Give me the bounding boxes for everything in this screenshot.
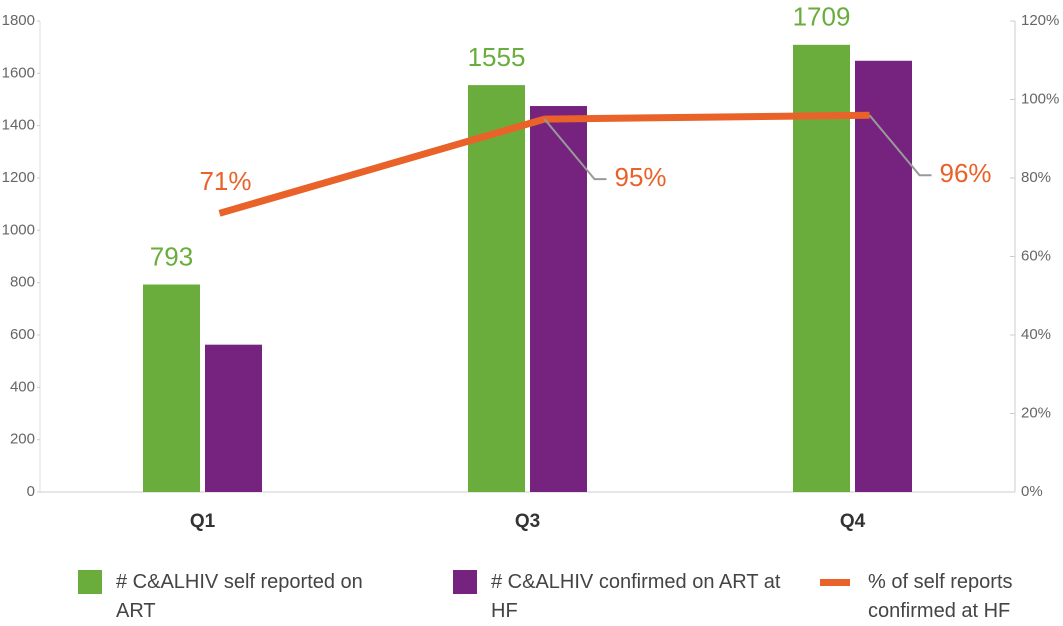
y-tick-label: 600 — [10, 326, 35, 343]
y2-tick-label: 20% — [1021, 404, 1051, 421]
y2-tick-label: 40% — [1021, 326, 1051, 343]
x-tick-label: Q1 — [190, 511, 216, 532]
y-tick-label: 1800 — [2, 12, 35, 29]
y-tick-label: 1400 — [2, 117, 35, 134]
data-label: 1709 — [793, 2, 851, 32]
y-tick-label: 400 — [10, 378, 35, 395]
data-label: 793 — [150, 241, 193, 271]
y-tick-label: 1600 — [2, 64, 35, 81]
data-label: 96% — [940, 158, 992, 188]
legend-label: # C&ALHIV confirmed on ART at HF — [491, 571, 781, 622]
y-tick-label: 200 — [10, 431, 35, 448]
legend-swatch — [820, 579, 850, 586]
legend-label: % of self reports confirmed at HF — [868, 571, 1013, 622]
y-tick-label: 1200 — [2, 169, 35, 186]
y-tick-label: 0 — [27, 483, 35, 500]
data-label: 71% — [199, 166, 251, 196]
y-tick-label: 1000 — [2, 221, 35, 238]
y2-tick-label: 80% — [1021, 169, 1051, 186]
bar — [205, 344, 262, 492]
bar — [143, 284, 200, 492]
legend-label: # C&ALHIV self reported on ART — [116, 571, 363, 622]
bar — [468, 85, 525, 492]
bar — [530, 106, 587, 493]
x-tick-label: Q3 — [515, 511, 540, 532]
y2-tick-label: 60% — [1021, 247, 1051, 264]
y2-tick-label: 0% — [1021, 483, 1043, 500]
bar — [793, 44, 850, 492]
legend-swatch — [453, 570, 477, 594]
y2-tick-label: 100% — [1021, 90, 1059, 107]
data-label: 95% — [615, 162, 667, 192]
data-label: 1555 — [468, 42, 526, 72]
bar — [855, 60, 912, 492]
x-tick-label: Q4 — [840, 511, 866, 532]
leader-line — [868, 114, 932, 177]
leader-line — [543, 118, 607, 181]
y-tick-label: 800 — [10, 274, 35, 291]
y2-tick-label: 120% — [1021, 12, 1059, 29]
chart: 0 200 400 600 800 1000 1200 1400 1600 1800 0% 20% 40… — [2, 2, 1060, 532]
legend-swatch — [78, 570, 102, 594]
